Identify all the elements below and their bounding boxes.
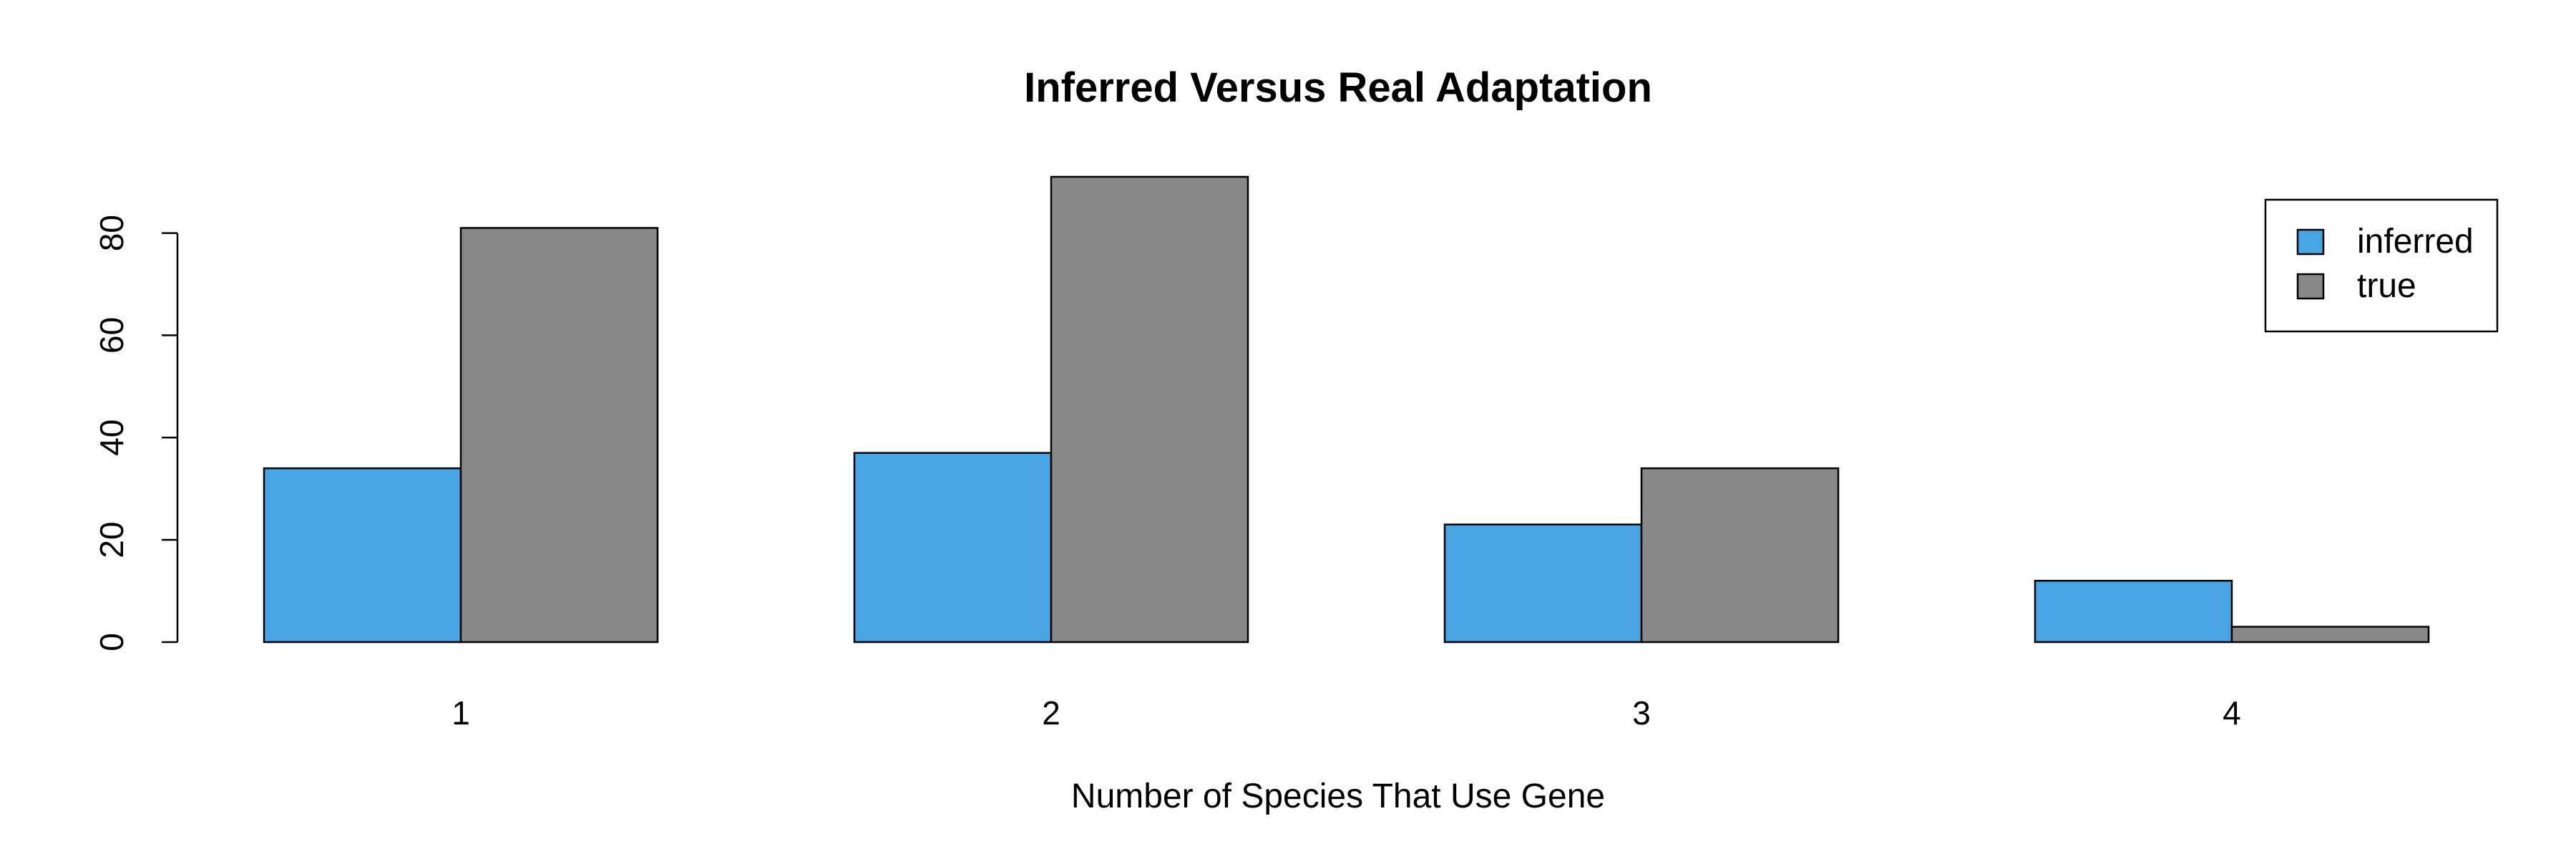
x-tick-label: 4 — [2223, 694, 2241, 732]
bars-group — [263, 175, 2430, 644]
y-axis: 0 20 40 60 80 — [93, 215, 179, 651]
y-tick-label: 80 — [93, 215, 130, 251]
y-tick-label: 20 — [93, 522, 130, 558]
bar-inferred-4 — [2034, 580, 2233, 644]
bar-inferred-1 — [263, 467, 462, 644]
bar-true-3 — [1640, 467, 1840, 644]
bar-inferred-2 — [853, 452, 1053, 644]
x-tick-label: 2 — [1042, 694, 1060, 732]
bar-true-1 — [459, 227, 659, 644]
x-tick-label: 1 — [452, 694, 470, 732]
bar-true-2 — [1050, 175, 1249, 644]
y-tick-label: 60 — [93, 317, 130, 354]
legend-box — [2264, 198, 2499, 333]
x-axis-tick-labels: 1 2 3 4 — [452, 694, 2241, 732]
bar-true-4 — [2230, 626, 2430, 644]
legend-label-true: true — [2357, 267, 2416, 305]
x-axis-label: Number of Species That Use Gene — [1071, 777, 1605, 815]
x-tick-label: 3 — [1632, 694, 1651, 732]
legend: inferred true — [2264, 198, 2499, 333]
bar-inferred-3 — [1443, 523, 1643, 644]
y-tick-label: 0 — [93, 633, 130, 651]
y-tick-label: 40 — [93, 419, 130, 456]
legend-swatch-inferred — [2296, 228, 2325, 256]
legend-label-inferred: inferred — [2357, 223, 2474, 261]
chart-title: Inferred Versus Real Adaptation — [1024, 64, 1652, 111]
legend-swatch-true — [2296, 273, 2325, 300]
